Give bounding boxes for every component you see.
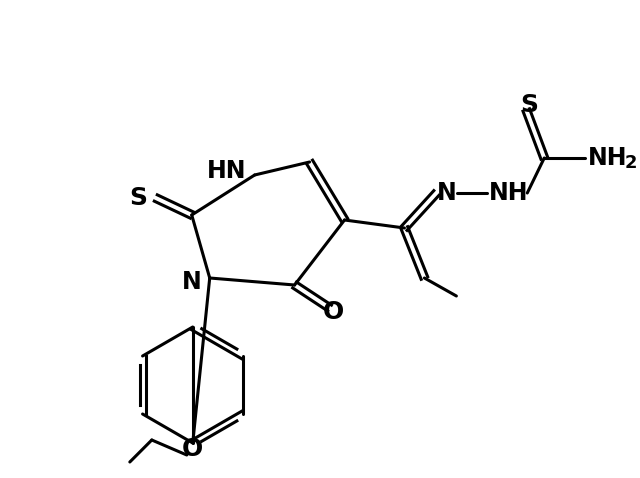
Text: N: N xyxy=(436,181,456,205)
Text: N: N xyxy=(182,270,202,294)
Text: O: O xyxy=(323,300,344,324)
Text: NH: NH xyxy=(588,146,627,170)
Text: O: O xyxy=(182,437,204,461)
Text: S: S xyxy=(520,93,538,117)
Text: S: S xyxy=(129,186,147,210)
Text: HN: HN xyxy=(207,159,246,183)
Text: NH: NH xyxy=(488,181,528,205)
Text: 2: 2 xyxy=(624,154,637,172)
